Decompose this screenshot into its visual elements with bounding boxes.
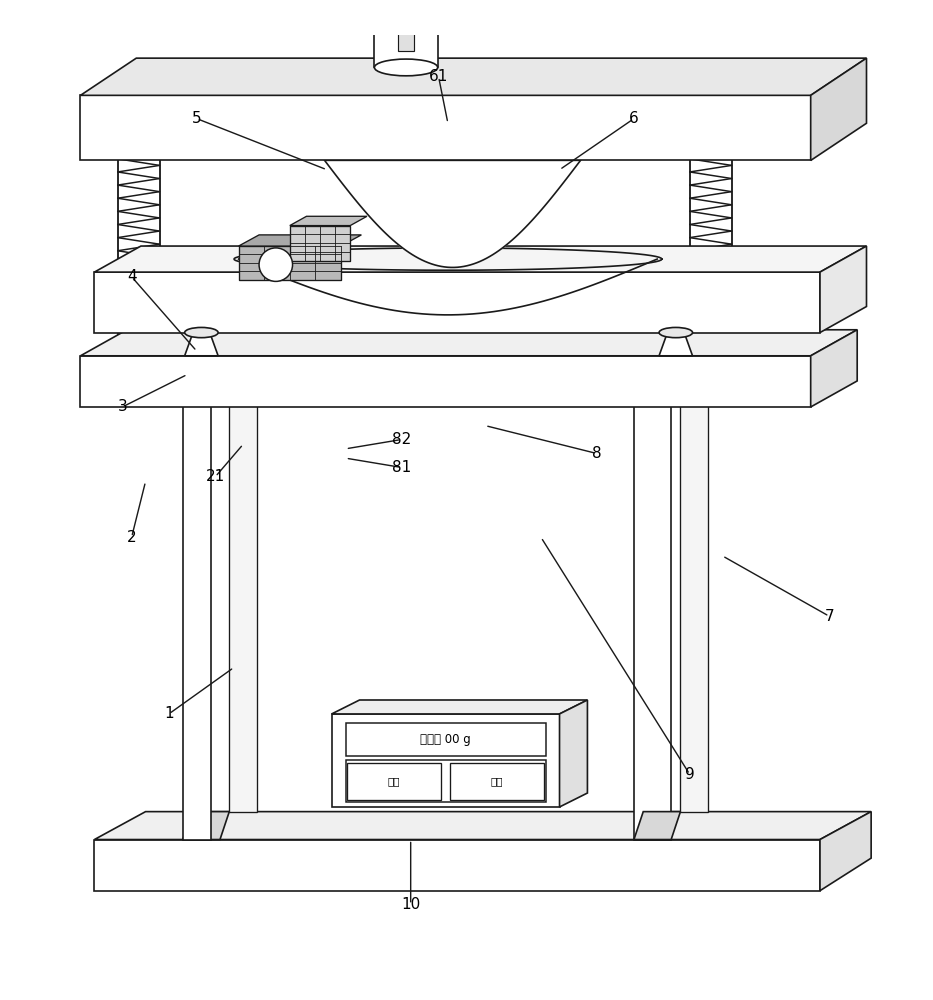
Polygon shape (397, 32, 414, 51)
Polygon shape (230, 365, 258, 812)
Text: 8: 8 (592, 446, 602, 461)
Polygon shape (80, 95, 811, 160)
Polygon shape (820, 246, 867, 333)
Polygon shape (345, 723, 546, 756)
Text: 7: 7 (825, 609, 834, 624)
Polygon shape (659, 333, 692, 356)
Ellipse shape (659, 327, 692, 338)
Polygon shape (374, 13, 438, 67)
Polygon shape (239, 246, 341, 280)
Polygon shape (80, 58, 867, 95)
Text: 1: 1 (164, 706, 174, 721)
Text: 9: 9 (685, 767, 695, 782)
Circle shape (259, 248, 293, 281)
Text: 81: 81 (392, 460, 411, 475)
Text: 4: 4 (127, 269, 136, 284)
Polygon shape (94, 272, 820, 333)
Polygon shape (290, 226, 350, 261)
Polygon shape (80, 330, 857, 356)
Polygon shape (94, 840, 820, 891)
Polygon shape (634, 812, 680, 840)
Polygon shape (94, 246, 867, 272)
Polygon shape (347, 763, 441, 800)
Polygon shape (811, 58, 867, 160)
Polygon shape (183, 388, 211, 840)
Text: 82: 82 (392, 432, 411, 447)
Text: 5: 5 (192, 111, 202, 126)
Ellipse shape (374, 4, 438, 23)
Polygon shape (183, 812, 230, 840)
Polygon shape (325, 160, 580, 267)
Polygon shape (331, 714, 560, 807)
Polygon shape (345, 760, 546, 802)
Polygon shape (80, 356, 811, 407)
Polygon shape (185, 333, 218, 356)
Polygon shape (290, 216, 367, 226)
Ellipse shape (385, 4, 426, 18)
Polygon shape (239, 235, 361, 246)
Text: 压力： 00 g: 压力： 00 g (420, 733, 471, 746)
Ellipse shape (374, 59, 438, 76)
Polygon shape (811, 330, 857, 407)
Text: 61: 61 (429, 69, 448, 84)
Text: 21: 21 (205, 469, 225, 484)
Polygon shape (634, 388, 671, 840)
Text: 下降: 下降 (491, 776, 503, 786)
Text: 6: 6 (629, 111, 639, 126)
Polygon shape (331, 700, 588, 714)
Polygon shape (451, 763, 544, 800)
Polygon shape (94, 812, 871, 840)
Polygon shape (680, 365, 708, 812)
Polygon shape (820, 812, 871, 891)
Text: 10: 10 (401, 897, 420, 912)
Ellipse shape (185, 327, 218, 338)
Polygon shape (560, 700, 588, 807)
Text: 2: 2 (127, 530, 136, 545)
Text: 上升: 上升 (388, 776, 400, 786)
Text: 3: 3 (118, 399, 127, 414)
